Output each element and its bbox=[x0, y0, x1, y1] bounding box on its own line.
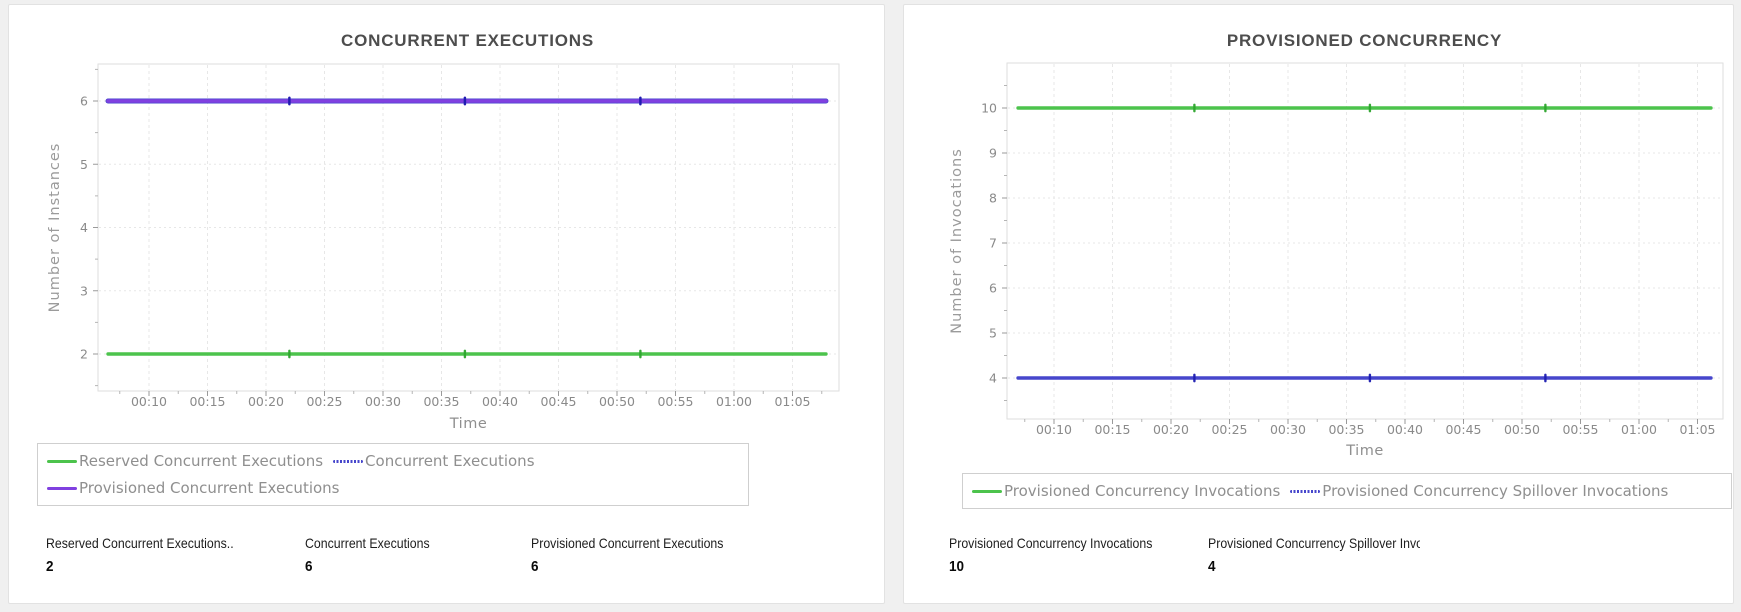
svg-text:00:40: 00:40 bbox=[482, 394, 518, 409]
svg-text:6: 6 bbox=[989, 281, 997, 296]
legend-label: Reserved Concurrent Executions bbox=[79, 452, 324, 470]
svg-text:01:05: 01:05 bbox=[1679, 422, 1715, 437]
stat-value: 6 bbox=[305, 558, 313, 575]
svg-text:5: 5 bbox=[80, 157, 88, 172]
svg-text:2: 2 bbox=[80, 347, 88, 362]
stat-label: Provisioned Concurrent Executions bbox=[531, 535, 724, 551]
stat-value: 6 bbox=[531, 558, 539, 575]
legend-item[interactable]: Concurrent Executions bbox=[333, 451, 535, 471]
legend-swatch bbox=[1290, 489, 1321, 493]
legend-label: Provisioned Concurrency Invocations bbox=[1004, 482, 1281, 500]
chart-title: CONCURRENT EXECUTIONS bbox=[341, 31, 594, 50]
svg-text:4: 4 bbox=[80, 220, 88, 235]
svg-text:9: 9 bbox=[989, 146, 997, 161]
svg-text:00:35: 00:35 bbox=[423, 394, 459, 409]
svg-text:10: 10 bbox=[981, 101, 997, 116]
svg-text:00:30: 00:30 bbox=[365, 394, 401, 409]
legend-swatch bbox=[333, 459, 364, 463]
chart-legend: Reserved Concurrent Executions Concurrent… bbox=[37, 443, 749, 506]
svg-text:00:40: 00:40 bbox=[1387, 422, 1423, 437]
stat-label: Provisioned Concurrency Invocations bbox=[949, 535, 1153, 551]
svg-text:00:50: 00:50 bbox=[1504, 422, 1540, 437]
svg-text:00:25: 00:25 bbox=[306, 394, 342, 409]
stat-value: 10 bbox=[949, 558, 965, 575]
chart-title: PROVISIONED CONCURRENCY bbox=[1226, 31, 1503, 50]
svg-text:00:35: 00:35 bbox=[1328, 422, 1364, 437]
svg-text:01:00: 01:00 bbox=[716, 394, 752, 409]
stat-label: Reserved Concurrent Executions.. bbox=[46, 535, 234, 551]
svg-text:00:30: 00:30 bbox=[1270, 422, 1306, 437]
svg-text:00:10: 00:10 bbox=[131, 394, 167, 409]
legend-label: Provisioned Concurrency Spillover Invoca… bbox=[1322, 482, 1669, 500]
svg-text:8: 8 bbox=[989, 191, 997, 206]
legend-item[interactable]: Provisioned Concurrency Invocations bbox=[972, 481, 1280, 501]
x-axis-title: Time bbox=[449, 416, 488, 432]
svg-text:01:00: 01:00 bbox=[1621, 422, 1657, 437]
stat-item: Provisioned Concurrent Executions 6 bbox=[531, 535, 776, 575]
stat-label: Concurrent Executions bbox=[305, 535, 430, 551]
legend-label: Concurrent Executions bbox=[365, 452, 535, 470]
svg-text:5: 5 bbox=[989, 326, 997, 341]
svg-text:00:10: 00:10 bbox=[1036, 422, 1072, 437]
stat-item: Provisioned Concurrency Invocations 10 bbox=[949, 535, 1161, 575]
provisioned-concurrency-panel: PROVISIONED CONCURRENCY 00:10 00:15 00:20 0… bbox=[903, 4, 1734, 604]
stat-item: Concurrent Executions 6 bbox=[305, 535, 550, 575]
legend-swatch bbox=[47, 486, 77, 490]
svg-text:00:45: 00:45 bbox=[1445, 422, 1481, 437]
concurrent-executions-line-chart[interactable]: 00:10 00:15 00:20 00:25 00:30 00:35 00:40 00:45… bbox=[9, 5, 886, 439]
svg-text:00:25: 00:25 bbox=[1211, 422, 1247, 437]
svg-text:00:50: 00:50 bbox=[599, 394, 635, 409]
svg-text:00:45: 00:45 bbox=[540, 394, 576, 409]
stat-value: 2 bbox=[46, 558, 54, 575]
svg-text:7: 7 bbox=[989, 236, 997, 251]
legend-swatch bbox=[972, 489, 1002, 493]
svg-text:3: 3 bbox=[80, 283, 88, 298]
legend-item[interactable]: Provisioned Concurrent Executions bbox=[47, 478, 340, 498]
svg-text:00:15: 00:15 bbox=[1094, 422, 1130, 437]
svg-text:00:55: 00:55 bbox=[1562, 422, 1598, 437]
svg-text:00:15: 00:15 bbox=[189, 394, 225, 409]
legend-swatch bbox=[47, 459, 77, 463]
legend-label: Provisioned Concurrent Executions bbox=[79, 479, 340, 497]
stat-value: 4 bbox=[1208, 558, 1216, 575]
stat-item: Provisioned Concurrency Spillover Invoca… bbox=[1208, 535, 1420, 575]
svg-text:6: 6 bbox=[80, 94, 88, 109]
stats-row: Reserved Concurrent Executions.. 2 Concurr… bbox=[9, 535, 884, 595]
concurrent-executions-panel: CONCURRENT EXECUTIONS 00:10 00:15 00:20 00:… bbox=[8, 4, 885, 604]
chart-legend: Provisioned Concurrency Invocations Provi… bbox=[962, 473, 1732, 509]
stat-label: Provisioned Concurrency Spillover Invoca… bbox=[1208, 535, 1420, 551]
svg-text:01:05: 01:05 bbox=[774, 394, 810, 409]
legend-item[interactable]: Provisioned Concurrency Spillover Invoca… bbox=[1290, 481, 1668, 501]
svg-text:00:20: 00:20 bbox=[248, 394, 284, 409]
stats-row: Provisioned Concurrency Invocations 10 Pro… bbox=[904, 535, 1733, 595]
legend-item[interactable]: Reserved Concurrent Executions bbox=[47, 451, 323, 471]
stat-item: Reserved Concurrent Executions.. 2 bbox=[46, 535, 291, 575]
y-axis-title: Number of Instances bbox=[47, 143, 63, 313]
svg-text:4: 4 bbox=[989, 371, 997, 386]
x-axis-title: Time bbox=[1345, 443, 1384, 459]
svg-text:00:55: 00:55 bbox=[657, 394, 693, 409]
svg-text:00:20: 00:20 bbox=[1153, 422, 1189, 437]
provisioned-concurrency-line-chart[interactable]: 00:10 00:15 00:20 00:25 00:30 00:35 00:40 00:45… bbox=[904, 5, 1735, 467]
y-axis-title: Number of Invocations bbox=[949, 148, 965, 334]
